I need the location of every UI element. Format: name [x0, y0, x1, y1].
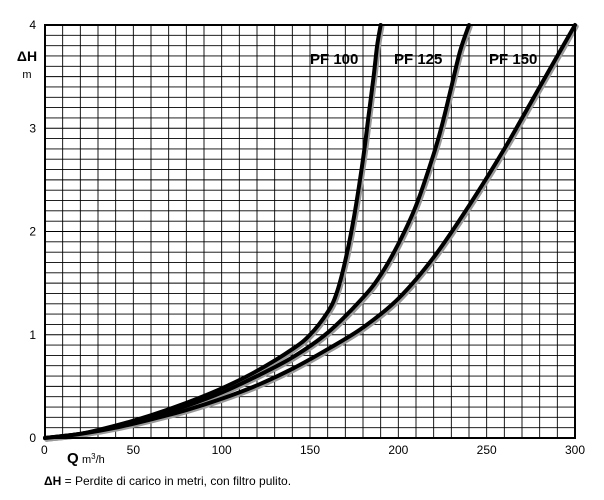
- plot-frame: [44, 24, 576, 439]
- y-tick-label: 2: [29, 225, 36, 239]
- y-tick-label: 3: [29, 121, 36, 135]
- x-tick-label: 50: [127, 443, 141, 457]
- x-tick-label: 250: [477, 443, 497, 457]
- curves: [43, 23, 579, 442]
- caption: ΔH = Perdite di carico in metri, con fil…: [44, 474, 291, 488]
- y-axis-unit: m: [22, 69, 31, 81]
- x-axis-unit: m3/h: [82, 452, 105, 466]
- tick-labels: 0 50 100 150 200 250 300 0 1 2 3 4: [29, 18, 585, 457]
- y-tick-label: 4: [29, 18, 36, 32]
- grid: [45, 25, 575, 438]
- y-axis-label: ΔH: [17, 48, 37, 64]
- series-label-1: PF 125: [394, 51, 442, 68]
- chart: 0 50 100 150 200 250 300 0 1 2 3 4 ΔH m Q m3/h PF 100 PF…: [17, 18, 585, 467]
- series-label-0: PF 100: [310, 51, 358, 68]
- x-tick-label: 300: [565, 443, 585, 457]
- y-tick-label: 1: [29, 328, 36, 342]
- x-axis-label: Q: [67, 450, 79, 467]
- plot-border: [44, 24, 576, 439]
- series-shadow-2: [44, 24, 579, 442]
- x-tick-label: 100: [212, 443, 232, 457]
- series-line-2: [43, 23, 577, 440]
- x-tick-label: 0: [41, 443, 48, 457]
- series-shadow-0: [44, 24, 385, 442]
- series-label-2: PF 150: [489, 51, 537, 68]
- axis-labels: ΔH m Q m3/h PF 100 PF 125 PF 150: [17, 48, 537, 467]
- x-tick-label: 150: [300, 443, 320, 457]
- caption-symbol: ΔH: [44, 474, 62, 488]
- caption-text: = Perdite di carico in metri, con filtro…: [61, 474, 292, 488]
- y-tick-label: 0: [29, 431, 36, 445]
- x-tick-label: 200: [388, 443, 408, 457]
- series-shadow-1: [44, 24, 473, 442]
